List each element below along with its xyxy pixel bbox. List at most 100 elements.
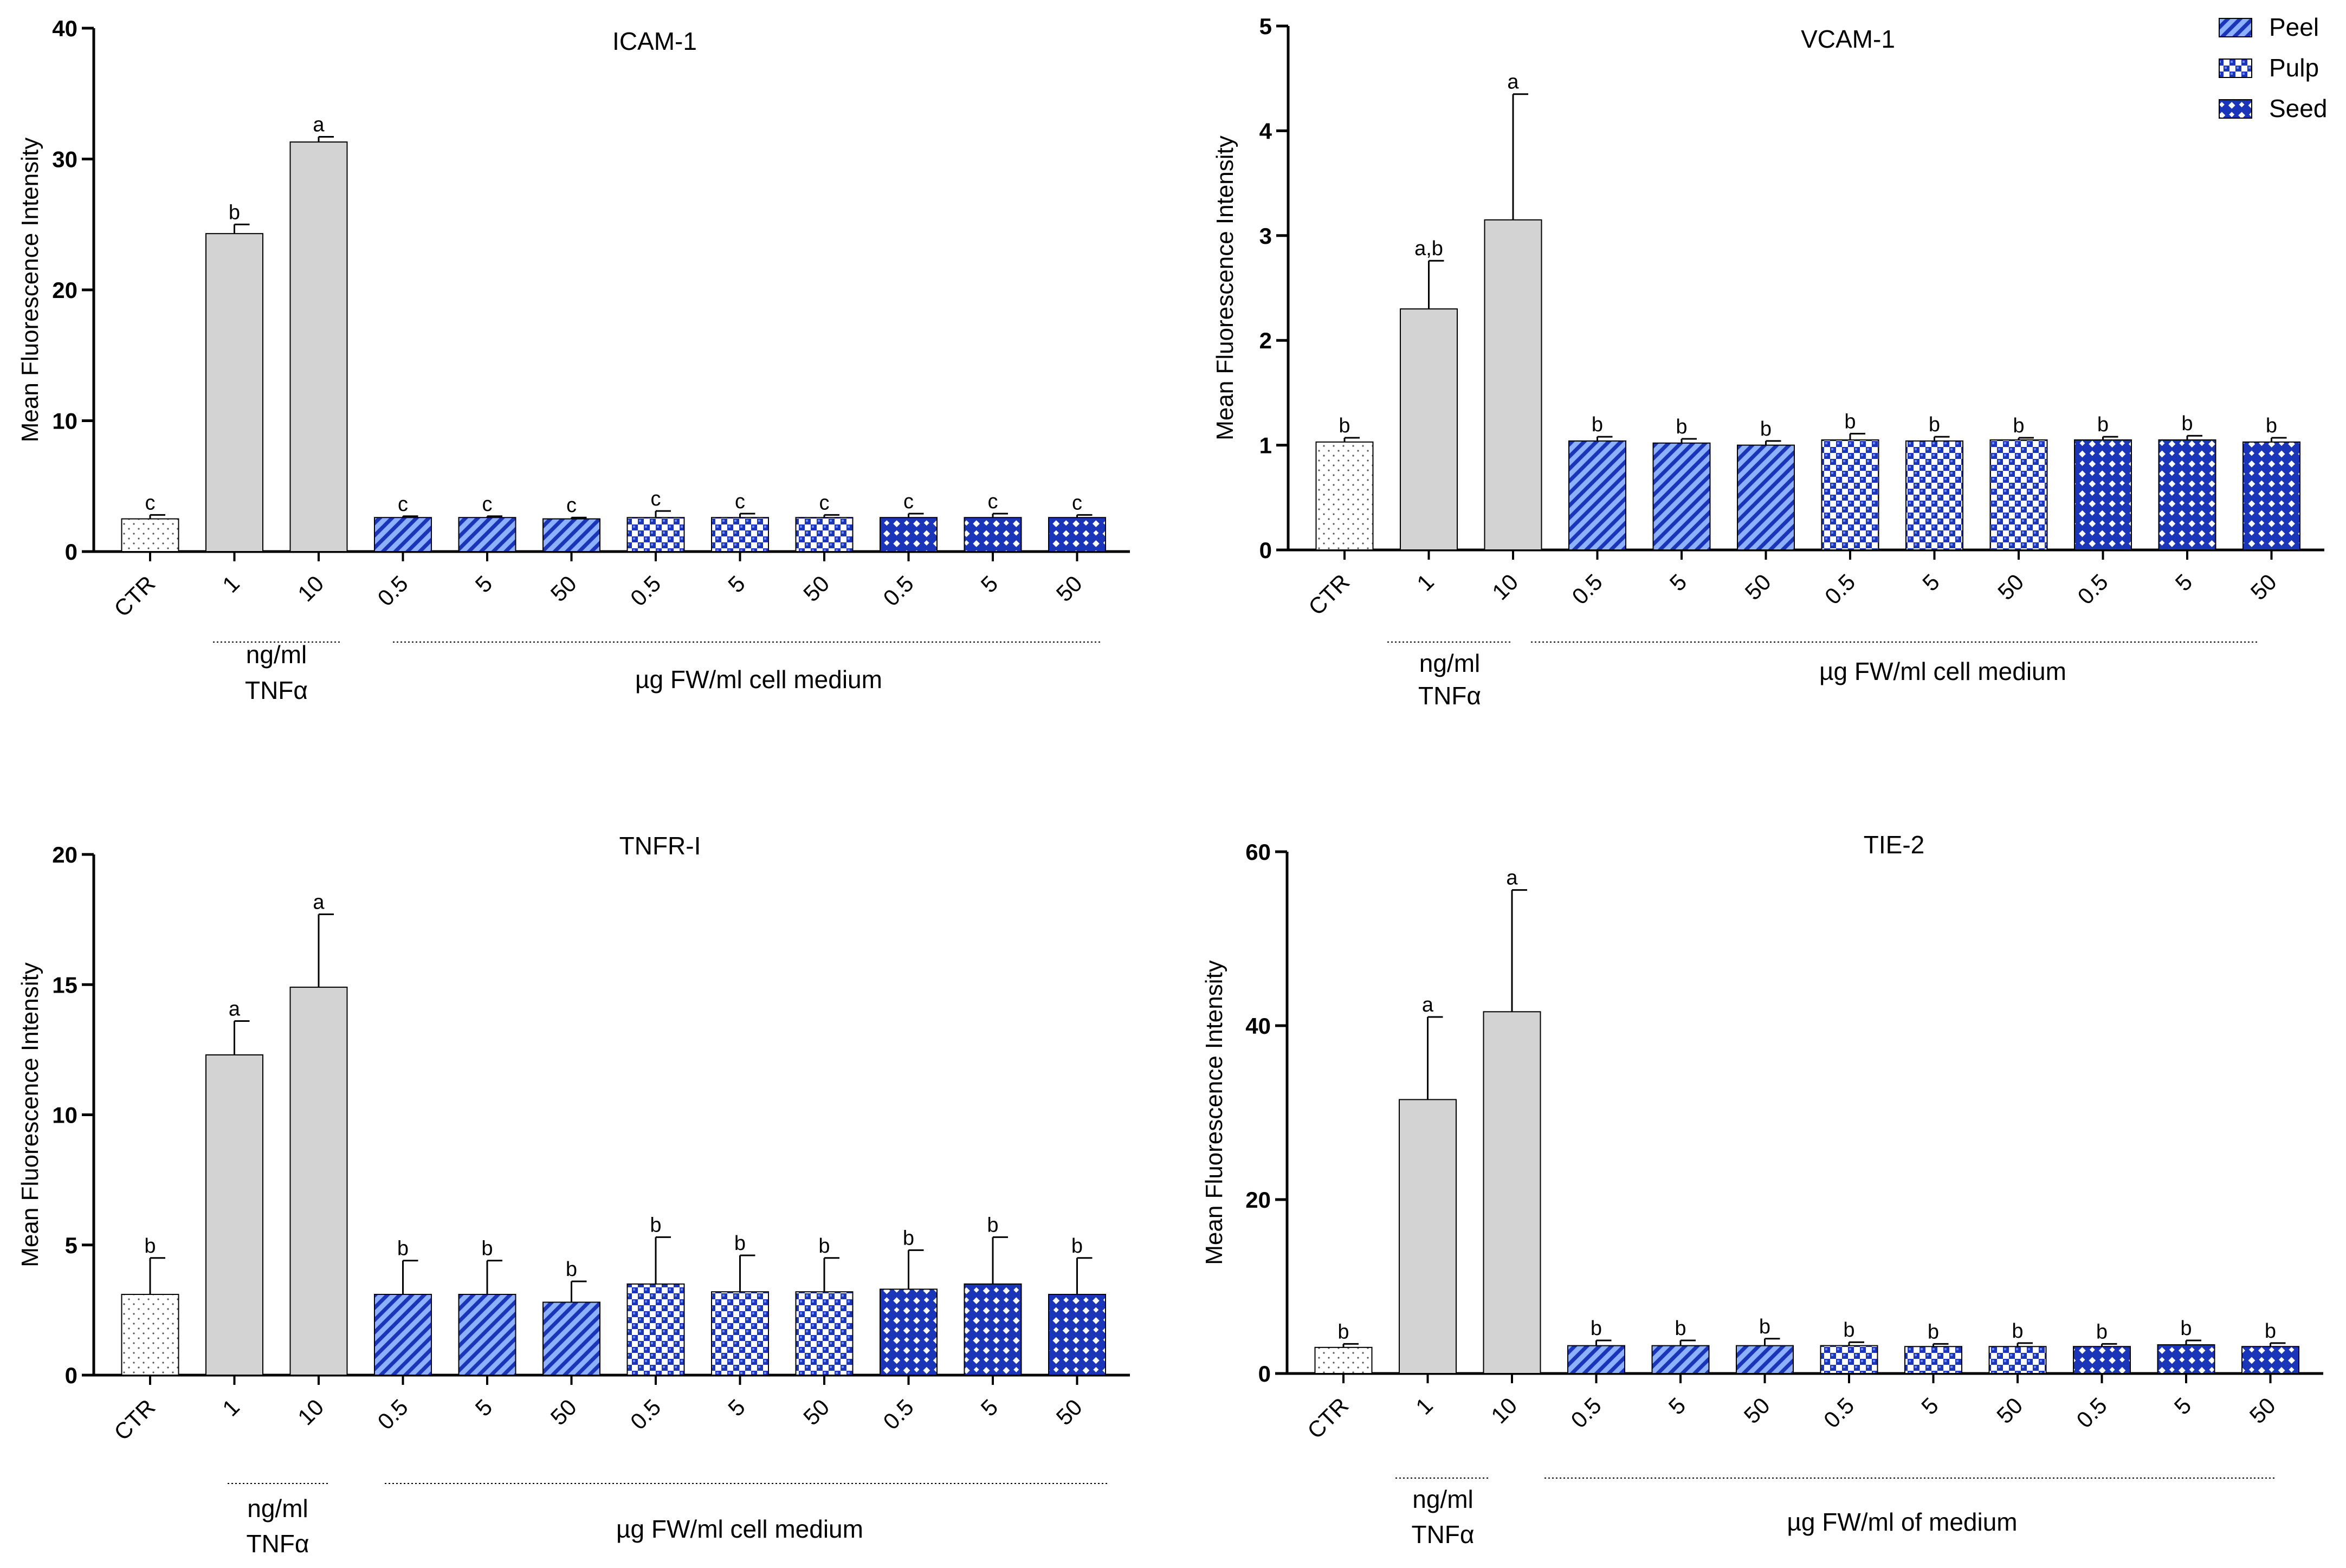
bar-seed (2242, 441, 2300, 550)
chart-panel-1: ICAM-1 Mean Fluorescence Intensity 0 10 20 30… (17, 16, 1130, 704)
significance-letter: b (903, 1227, 914, 1249)
y-tick-label: 40 (1245, 1013, 1271, 1039)
legend-swatch-pulp (2219, 59, 2252, 78)
bar-seed (1048, 517, 1106, 553)
significance-letter: c (1072, 491, 1082, 514)
x-tick-label: 10 (293, 1394, 328, 1430)
y-tick-label: 20 (52, 842, 77, 867)
significance-letter: c (819, 491, 830, 514)
bar-pulp (1988, 1346, 2047, 1375)
x-group-label: ng/ml (247, 1494, 308, 1522)
legend-label-seed: Seed (2269, 94, 2327, 122)
x-tick-label: 5 (2169, 1392, 2196, 1420)
bar-pulp (1904, 1346, 1962, 1375)
legend-label-pulp: Pulp (2269, 54, 2319, 82)
x-tick-label: 0.5 (1566, 1392, 1606, 1433)
x-tick-label: 0.5 (372, 1394, 413, 1435)
significance-letter: b (650, 1214, 661, 1236)
bar-pulp (1821, 439, 1879, 550)
x-tick-label: 50 (1740, 569, 1776, 605)
x-tick-label: 0.5 (2072, 569, 2113, 610)
bar-pulp (795, 517, 854, 553)
bar-peel (1652, 442, 1711, 550)
chart-title: VCAM-1 (1801, 25, 1895, 53)
significance-letter: b (1844, 410, 1856, 433)
x-group-label: TNFα (245, 676, 308, 704)
bar-tnf (1483, 1011, 1541, 1374)
chart-title: TNFR-I (619, 832, 701, 860)
significance-letter: b (1929, 413, 1940, 436)
bar-pulp (1905, 440, 1963, 551)
significance-letter: a (313, 113, 325, 136)
significance-letter: c (566, 494, 577, 517)
bar-peel (374, 1294, 432, 1376)
significance-letter: b (818, 1235, 830, 1258)
bar-tnf (1400, 308, 1458, 550)
x-tick-label: 5 (470, 571, 497, 598)
bar-tnf (1399, 1099, 1457, 1375)
bar-peel (1568, 440, 1626, 551)
significance-letter: b (1337, 1320, 1349, 1343)
bar-seed (2158, 439, 2216, 550)
y-tick-label: 0 (65, 539, 77, 565)
significance-letter: b (1676, 416, 1687, 438)
x-tick-label: 50 (2245, 1392, 2280, 1428)
y-tick-label: 0 (65, 1363, 77, 1388)
y-tick-label: 3 (1259, 223, 1272, 249)
bar-control (1314, 1346, 1373, 1375)
x-tick-label: 0.5 (2071, 1392, 2112, 1433)
significance-letter: a,b (1414, 237, 1443, 260)
significance-letter: b (1843, 1319, 1854, 1342)
x-tick-label: 5 (1664, 1392, 1691, 1420)
significance-letter: b (1759, 1316, 1770, 1338)
x-tick-label: 10 (293, 571, 328, 606)
x-tick-label: 5 (1917, 569, 1944, 596)
significance-letter: b (1675, 1317, 1686, 1340)
significance-letter: b (1339, 414, 1350, 437)
legend-swatch-peel (2219, 18, 2252, 37)
x-tick-label: 1 (217, 571, 244, 598)
y-axis-label: Mean Fluorescence Intensity (17, 962, 43, 1267)
x-tick-label: 10 (1487, 569, 1523, 605)
chart-title: TIE-2 (1864, 831, 1924, 859)
x-tick-label: 0.5 (1567, 569, 1607, 610)
x-tick-label: 50 (2246, 569, 2282, 605)
significance-letter: b (1591, 1317, 1602, 1340)
x-tick-label: 5 (976, 571, 1003, 598)
x-tick-label: 1 (1411, 1392, 1438, 1420)
y-tick-label: 20 (52, 277, 77, 303)
chart-panel-2: VCAM-1 Mean Fluorescence Intensity 0 1 2 3 4 5 b… (1212, 14, 2324, 710)
x-tick-label: 0.5 (625, 1394, 666, 1435)
significance-letter: b (397, 1237, 409, 1260)
x-tick-label: 0.5 (878, 571, 919, 611)
bar-peel (1737, 444, 1795, 550)
bar-tnf (289, 987, 348, 1376)
bar-pulp (626, 517, 685, 553)
x-group-label: µg FW/ml cell medium (1819, 657, 2066, 685)
x-group-label: TNFα (246, 1530, 309, 1558)
x-tick-label: 50 (1993, 569, 2028, 605)
significance-letter: b (566, 1258, 577, 1281)
bar-peel (1567, 1345, 1625, 1374)
x-tick-label: 50 (546, 1394, 581, 1430)
x-tick-label: CTR (109, 571, 160, 621)
significance-letter: a (313, 891, 325, 914)
significance-letter: b (2181, 412, 2193, 435)
y-tick-label: 0 (1259, 537, 1272, 563)
y-tick-label: 40 (52, 16, 77, 41)
x-group-label: µg FW/ml cell medium (635, 665, 882, 694)
significance-letter: b (2097, 413, 2109, 436)
x-tick-label: 50 (1051, 1394, 1087, 1430)
bar-tnf (205, 233, 263, 552)
bar-control (121, 1294, 179, 1376)
x-tick-label: 50 (1739, 1392, 1775, 1428)
y-tick-label: 2 (1259, 328, 1272, 353)
significance-letter: b (1071, 1235, 1083, 1258)
bar-pulp (1820, 1345, 1878, 1374)
x-tick-label: 0.5 (1819, 1392, 1859, 1433)
bar-seed (964, 1283, 1022, 1376)
bar-seed (880, 1288, 938, 1376)
y-tick-label: 60 (1245, 839, 1271, 865)
significance-letter: a (1507, 71, 1519, 94)
